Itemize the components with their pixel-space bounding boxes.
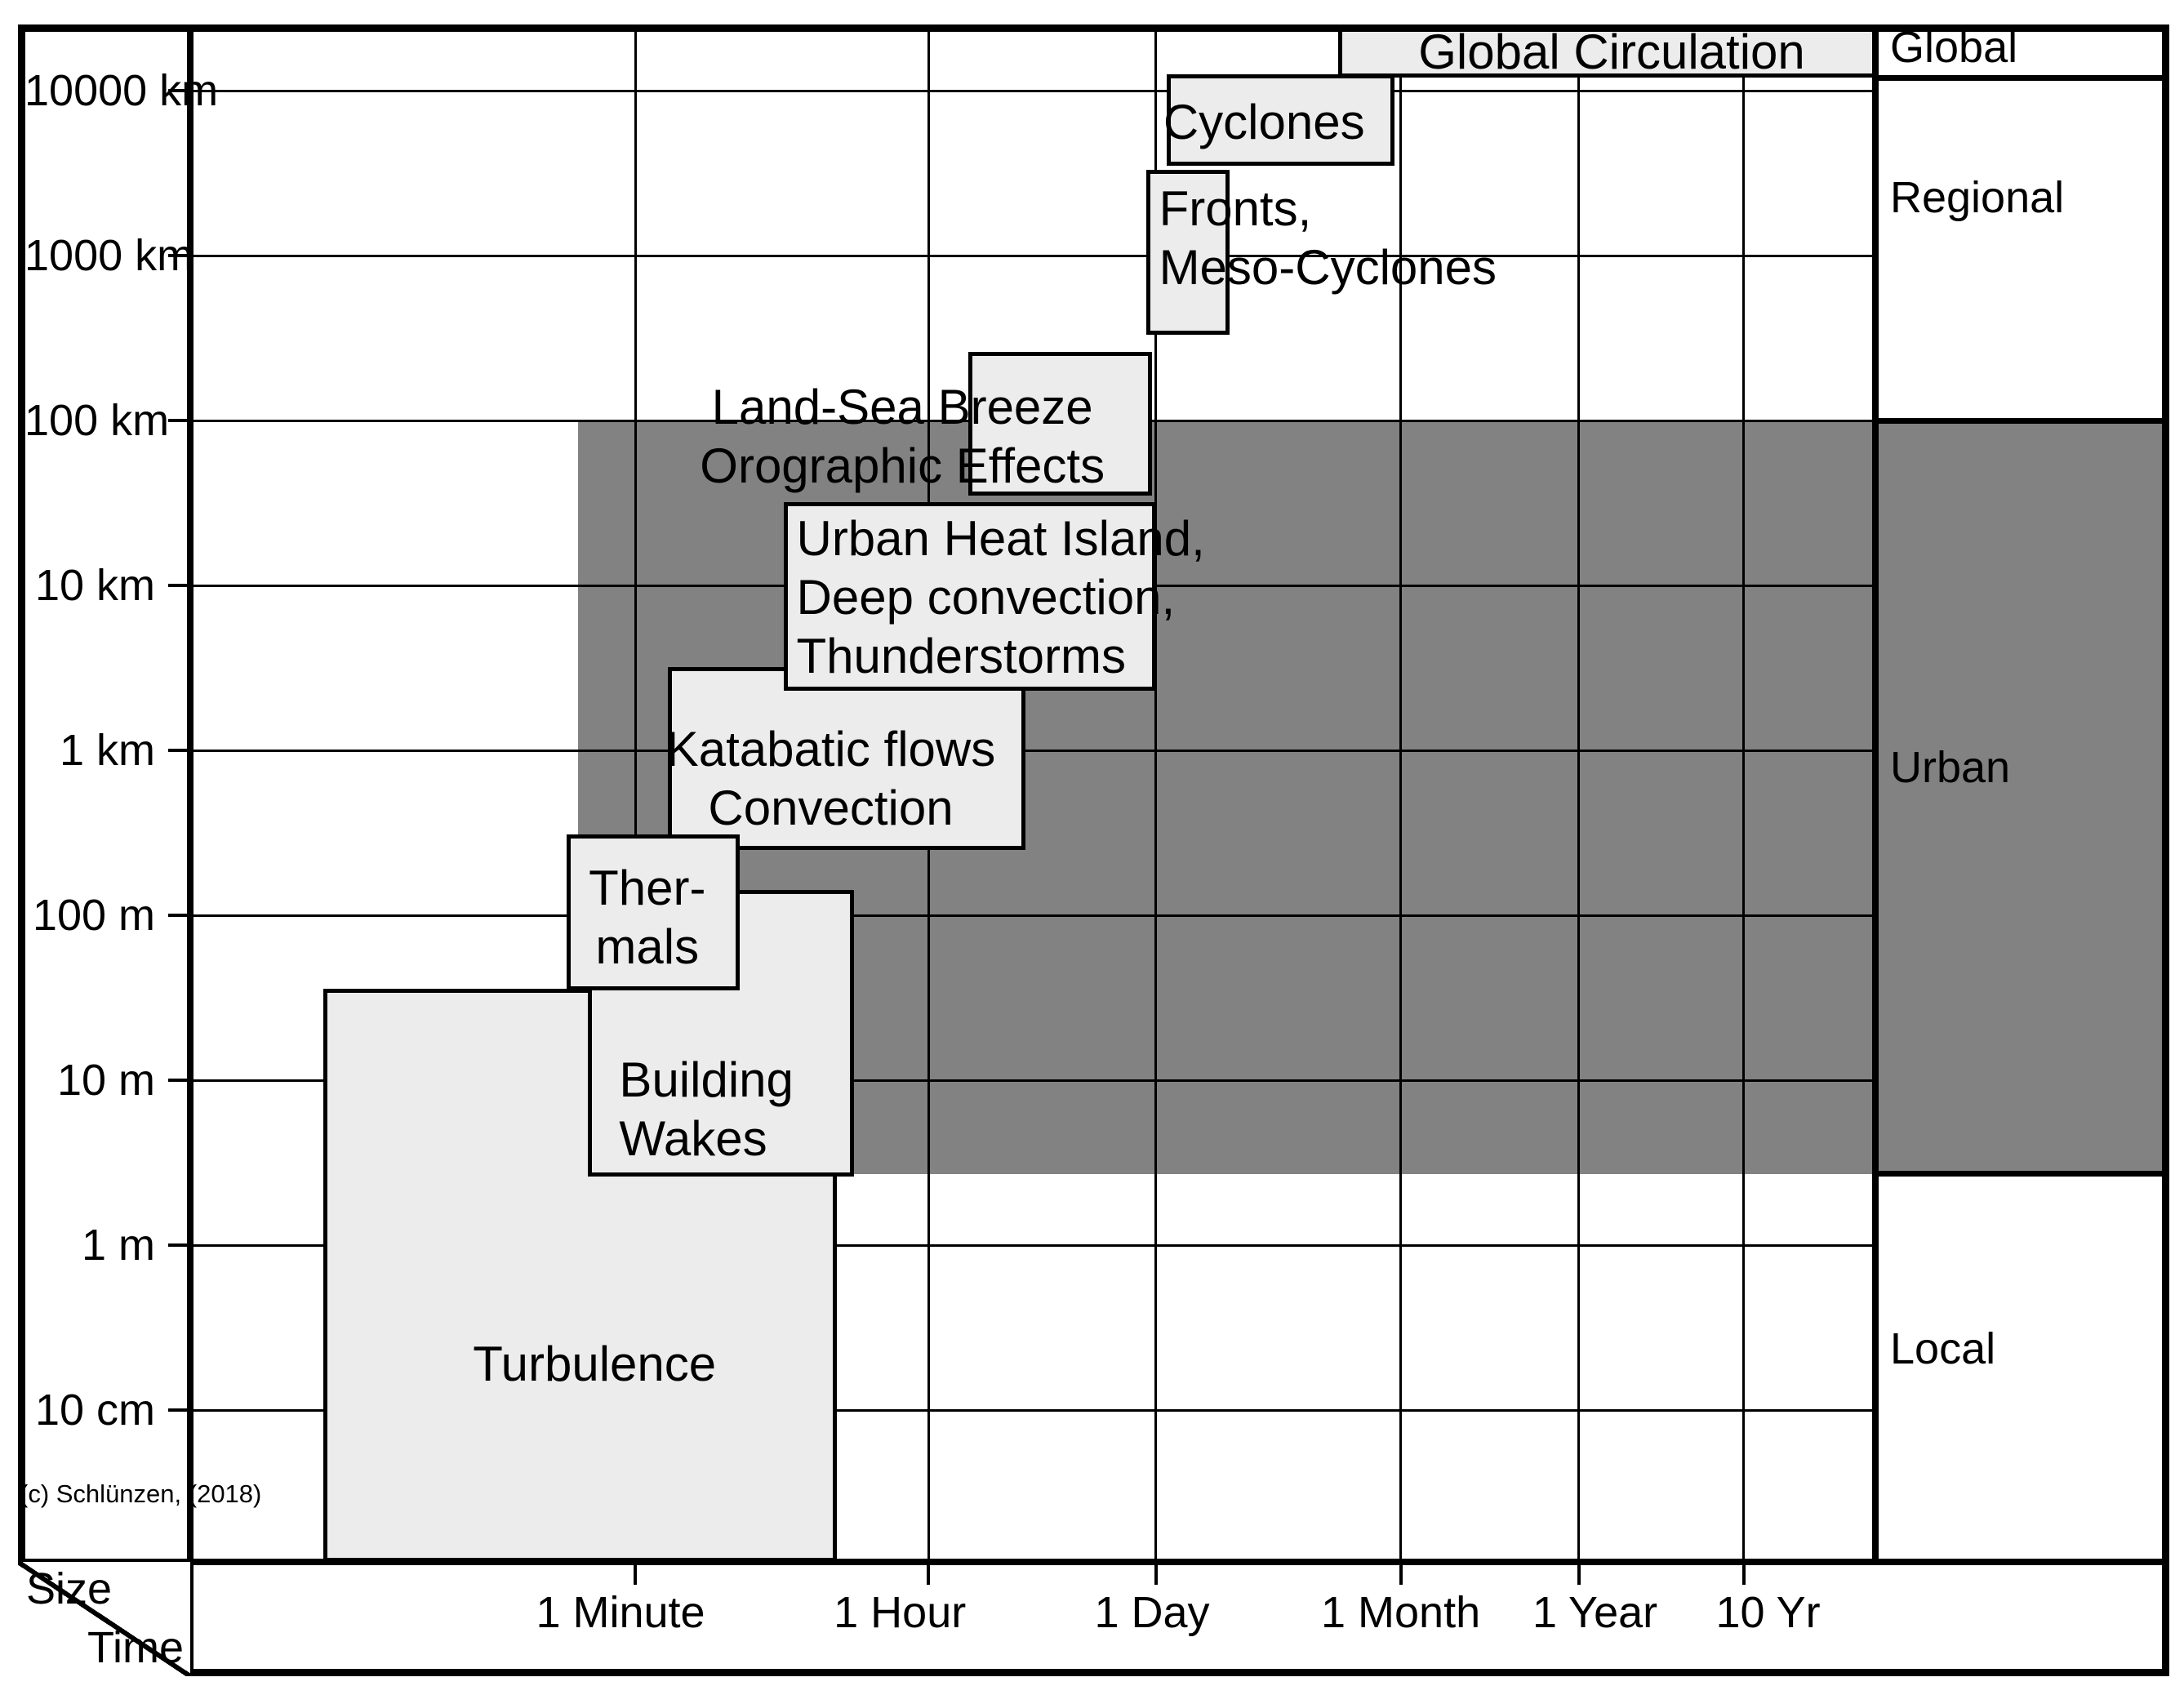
scale-region-label-urban: Urban <box>1890 742 2011 792</box>
scale-region-label-local: Local <box>1890 1324 1996 1373</box>
x-tick-label: 1 Month <box>1321 1588 1481 1637</box>
scale-region-cell-global <box>1875 24 2169 78</box>
axis-corner-cell: Size Time <box>18 1562 190 1676</box>
x-tick-mark <box>1399 1562 1403 1585</box>
phenomenon-box-thermals <box>566 834 740 991</box>
phenomenon-box-katabatic-convection <box>668 666 1026 850</box>
scale-region-divider <box>1875 74 2169 81</box>
x-tick-mark <box>927 1562 931 1585</box>
scale-region-divider <box>1875 1171 2169 1177</box>
x-axis-title: Time <box>87 1623 184 1672</box>
x-tick-label: 1 Day <box>1094 1588 1210 1637</box>
phenomenon-label-katabatic-convection: Katabatic flows Convection <box>665 722 996 836</box>
h-gridline <box>190 89 1875 92</box>
v-gridline <box>634 24 637 1562</box>
y-tick-mark <box>168 584 190 587</box>
y-tick-label: 100 m <box>32 891 155 940</box>
h-gridline <box>190 914 1875 917</box>
v-gridline <box>1399 24 1403 1562</box>
outer-border <box>18 24 2169 1676</box>
x-tick-label: 1 Minute <box>536 1588 705 1637</box>
y-axis-title: Size <box>26 1564 113 1613</box>
phenomenon-label-uhi-thunderstorms: Urban Heat Island, Deep convection, Thunde… <box>796 511 1205 684</box>
phenomenon-label-land-sea-breeze: Land-Sea Breeze Orographic Effects <box>700 379 1105 493</box>
y-tick-mark <box>168 89 190 92</box>
y-tick-mark <box>168 1079 190 1082</box>
right-column-divider-line <box>1872 24 1879 1562</box>
y-tick-label: 10 m <box>56 1056 155 1105</box>
v-gridline <box>1742 24 1746 1562</box>
phenomenon-box-cyclones <box>1166 74 1394 167</box>
scale-region-divider <box>1875 417 2169 424</box>
h-gridline <box>190 749 1875 752</box>
x-tick-label: 10 Yr <box>1715 1588 1821 1637</box>
y-tick-label: 10 km <box>34 561 155 610</box>
h-gridline <box>190 254 1875 257</box>
x-tick-label: 1 Year <box>1532 1588 1658 1637</box>
phenomenon-label-turbulence: Turbulence <box>473 1336 717 1391</box>
h-gridline <box>190 1079 1875 1082</box>
scale-region-cell-urban <box>1875 420 2169 1174</box>
phenomenon-label-global-circulation: Global Circulation <box>1418 24 1805 80</box>
x-tick-mark <box>1154 1562 1158 1585</box>
y-tick-label: 1 m <box>81 1221 155 1270</box>
phenomenon-label-building-wakes: Building Wakes <box>619 1052 794 1167</box>
y-tick-mark <box>168 1243 190 1247</box>
y-tick-label: 10 cm <box>34 1386 155 1435</box>
copyright-note: (c) Schlünzen, (2018) <box>20 1479 262 1508</box>
y-tick-mark <box>168 1408 190 1412</box>
scale-region-cell-local <box>1875 1173 2169 1562</box>
v-gridline <box>1577 24 1581 1562</box>
h-gridline <box>190 1243 1875 1247</box>
phenomenon-label-thermals: Ther-mals <box>589 860 706 974</box>
y-axis-line <box>187 24 193 1676</box>
y-tick-mark <box>168 419 190 422</box>
scale-region-cell-regional <box>1875 78 2169 420</box>
v-gridline <box>1154 24 1158 1562</box>
y-tick-mark <box>168 254 190 257</box>
h-gridline <box>190 1408 1875 1412</box>
x-tick-mark <box>1577 1562 1581 1585</box>
phenomenon-label-cyclones: Cyclones <box>1163 95 1365 150</box>
phenomenon-box-uhi-thunderstorms <box>784 501 1156 691</box>
x-tick-mark <box>634 1562 637 1585</box>
y-tick-mark <box>168 914 190 917</box>
phenomenon-label-fronts-meso-cyclones: Fronts, Meso-Cyclones <box>1159 181 1497 296</box>
y-tick-label: 1 km <box>59 726 155 775</box>
phenomenon-box-land-sea-breeze <box>968 352 1153 496</box>
x-tick-mark <box>1741 1562 1746 1585</box>
x-tick-label: 1 Hour <box>834 1588 967 1637</box>
y-tick-label: 100 km <box>24 396 170 445</box>
scale-region-label-regional: Regional <box>1890 173 2065 222</box>
y-tick-mark <box>168 749 190 752</box>
phenomenon-box-fronts-meso-cyclones <box>1145 170 1230 336</box>
x-axis-band-line <box>18 1559 2169 1565</box>
